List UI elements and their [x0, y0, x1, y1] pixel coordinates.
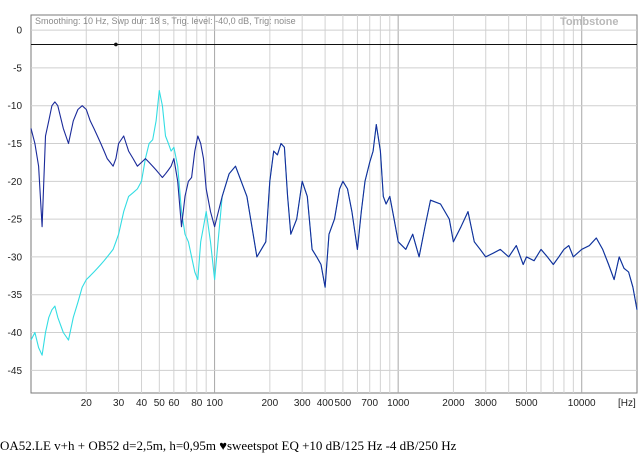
x-unit-label: [Hz] [618, 398, 636, 409]
x-tick-label: 3000 [475, 398, 498, 409]
x-tick-label: 200 [261, 398, 278, 409]
y-tick-label: -30 [8, 252, 23, 263]
x-tick-label: 700 [361, 398, 378, 409]
y-tick-label: -10 [8, 101, 23, 112]
x-tick-label: 10000 [568, 398, 596, 409]
x-tick-label: 80 [191, 398, 203, 409]
y-tick-label: 0 [16, 26, 22, 37]
y-tick-label: -25 [8, 215, 23, 226]
x-tick-label: 100 [206, 398, 223, 409]
x-tick-labels: 20 30 40 50 60 80 100 200 300 400 500 700 1000 2000 30… [81, 398, 596, 409]
y-tick-labels: 0 -5 -10 -15 -20 -25 -30 -35 -40 -45 [8, 26, 23, 377]
x-tick-label: 60 [168, 398, 180, 409]
x-tick-label: 400 [317, 398, 334, 409]
grid [31, 15, 637, 393]
y-tick-label: -5 [13, 63, 22, 74]
series-group [30, 90, 638, 356]
x-tick-label: 500 [335, 398, 352, 409]
measurement-caption: OA52.LE v+h + OB52 d=2,5m, h=0,95m ♥swee… [0, 438, 457, 453]
x-tick-label: 1000 [387, 398, 410, 409]
x-tick-label: 40 [136, 398, 148, 409]
reference-marker [114, 42, 118, 47]
plot-area [30, 14, 638, 394]
x-tick-label: 20 [81, 398, 93, 409]
x-tick-label: 300 [294, 398, 311, 409]
series-line-0 [30, 101, 638, 310]
y-tick-label: -20 [8, 177, 23, 188]
x-tick-label: 50 [154, 398, 166, 409]
x-tick-label: 30 [113, 398, 125, 409]
y-tick-label: -35 [8, 290, 23, 301]
settings-text: Smoothing: 10 Hz, Swp dur: 18 s, Trig. l… [35, 16, 296, 26]
y-tick-label: -45 [8, 366, 23, 377]
y-tick-label: -15 [8, 139, 23, 150]
x-tick-label: 5000 [515, 398, 538, 409]
x-tick-label: 2000 [442, 398, 465, 409]
y-tick-label: -40 [8, 328, 23, 339]
brand-watermark: Tombstone [560, 16, 618, 28]
